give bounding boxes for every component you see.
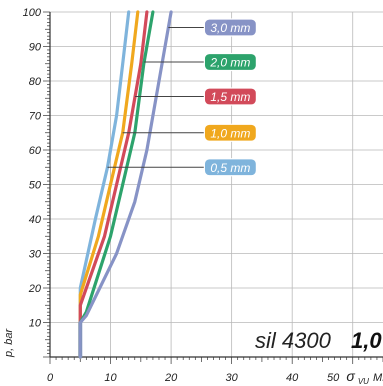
- x-tick-label: 20: [164, 372, 178, 384]
- x-axis-label-number: 50: [327, 372, 340, 384]
- series-labels: 3,0 mm 2,0 mm 1,5 mm 1,0 mm 0,5 mm: [107, 18, 257, 177]
- y-tick-label: 100: [23, 7, 42, 19]
- series-label-text: 1,5 mm: [210, 90, 250, 104]
- y-tick-label: 30: [29, 249, 42, 261]
- y-tick-label: 70: [29, 111, 42, 123]
- caption-text: sil 4300: [255, 328, 332, 353]
- series-label-text: 3,0 mm: [210, 21, 250, 35]
- y-tick-label: 10: [29, 318, 42, 330]
- y-tick-label: 20: [28, 283, 42, 295]
- x-tick-label: 10: [104, 372, 117, 384]
- y-tick-label: 60: [29, 145, 42, 157]
- y-tick-label: 80: [29, 76, 42, 88]
- series-label-badge: [203, 18, 257, 37]
- series-label-text: 1,0 mm: [210, 126, 250, 140]
- series-group: [78, 10, 173, 359]
- series-label-text: 2,0 mm: [209, 56, 250, 70]
- series-label-badge: [203, 158, 257, 177]
- caption-bold: 1,0: [351, 328, 382, 353]
- x-axis-label: 50 σ VU MI: [327, 368, 383, 386]
- series-line: [78, 10, 173, 359]
- series-label-badge: [203, 123, 257, 142]
- x-axis-label-subscript: VU: [358, 377, 369, 386]
- x-axis-label-unit: MI: [373, 372, 383, 384]
- x-axis-label-symbol: σ: [346, 368, 355, 384]
- series-label-text: 0,5 mm: [210, 161, 250, 175]
- y-axis-label: p, bar: [3, 328, 15, 358]
- x-tick-label: 40: [286, 372, 299, 384]
- series-label-badge: [203, 87, 257, 106]
- axes: 10 20 30 40 50 60 70 80 90 100 0 10 20 30 40: [23, 7, 383, 384]
- series-label-badge: [203, 52, 257, 72]
- y-tick-label: 40: [29, 214, 42, 226]
- y-tick-label: 50: [29, 180, 42, 192]
- y-tick-label: 90: [29, 42, 42, 54]
- x-tick-label: 0: [47, 372, 54, 384]
- x-tick-label: 30: [226, 372, 239, 384]
- svg-text:50 σ VU MI: 50 σ VU MI: [327, 368, 383, 386]
